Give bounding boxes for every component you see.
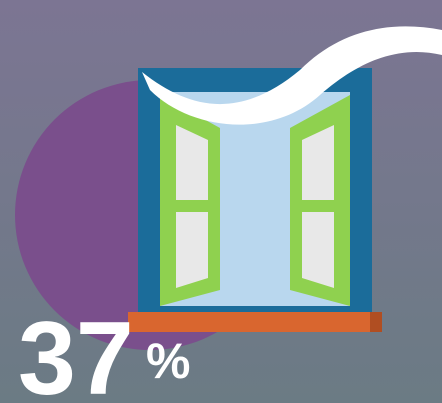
stat-number: 37 [18,301,134,403]
window-sill [128,312,382,332]
sill-end [370,312,382,332]
right-pane [302,212,334,288]
stat-unit: % [146,333,190,389]
left-pane [176,125,208,200]
right-pane [302,125,334,200]
left-pane [176,212,208,288]
window [128,26,442,332]
curtain [142,26,442,125]
